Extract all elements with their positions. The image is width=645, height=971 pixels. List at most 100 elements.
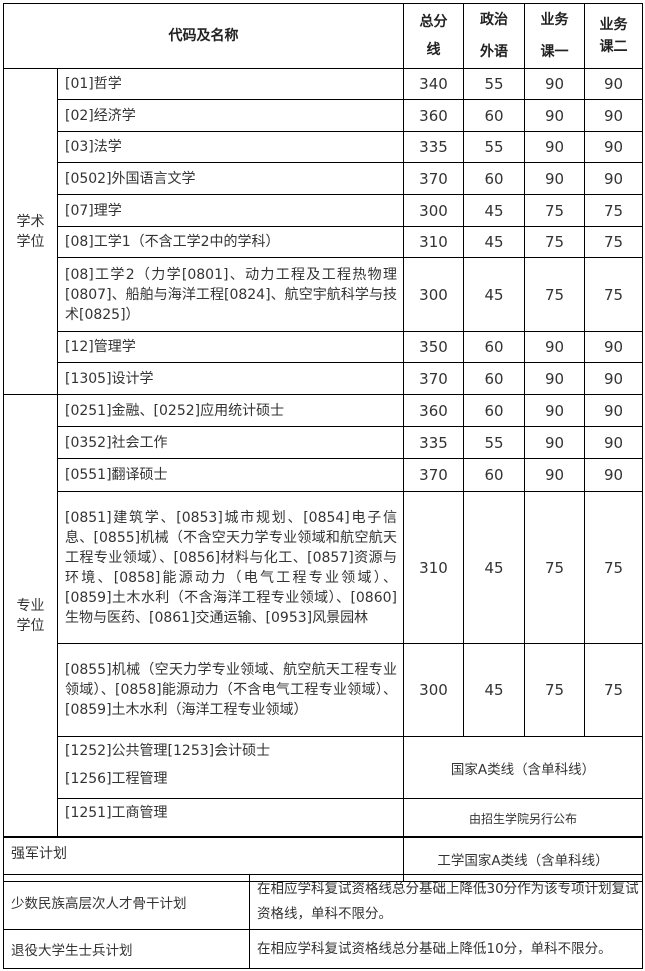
table-row: [07]理学 300 45 75 75	[4, 194, 643, 227]
table-row: [03]法学 335 55 90 90	[4, 131, 643, 163]
score-course1: 90	[524, 68, 585, 100]
score-total: 310	[403, 226, 464, 258]
program-name: [0855]机械（空天力学专业领域、航空航天工程专业领域）、[0858]能源动力…	[57, 643, 404, 737]
special-plans-table: 少数民族高层次人才骨干计划 在相应学科复试资格线总分基础上降低30分作为该专项计…	[3, 874, 643, 969]
table-row: [0502]外国语言文学 370 60 90 90	[4, 162, 643, 195]
program-name: [1251]工商管理	[57, 798, 404, 838]
score-total: 300	[403, 643, 464, 737]
score-course1: 90	[524, 99, 585, 132]
header-row: 代码及名称 总分线 政治外语 业务课一 业务课二	[3, 3, 643, 69]
table-row: [1305]设计学 370 60 90 90	[4, 362, 643, 395]
program-name: [08]工学1（不含工学2中的学科）	[57, 226, 404, 258]
score-politics: 55	[463, 68, 525, 100]
score-total: 370	[403, 458, 464, 492]
table-row: 专业学位 [0251]金融、[0252]应用统计硕士 360 60 90 90	[3, 394, 643, 838]
program-name-line: [1256]工程管理	[65, 771, 168, 787]
score-total: 335	[403, 131, 464, 163]
score-politics: 60	[463, 162, 525, 195]
table-row: [1251]工商管理 由招生学院另行公布	[4, 798, 643, 838]
score-course2: 90	[584, 458, 643, 492]
program-name: [0502]外国语言文学	[57, 162, 404, 195]
table-row: [0851]建筑学、[0853]城市规划、[0854]电子信息、[0855]机械…	[4, 491, 643, 644]
program-name: [03]法学	[57, 131, 404, 163]
score-course2: 90	[584, 131, 643, 163]
program-name: [07]理学	[57, 194, 404, 227]
score-course2: 75	[584, 643, 643, 737]
program-name: [1305]设计学	[57, 362, 404, 395]
category-cell: 专业学位	[3, 394, 58, 838]
score-course2: 90	[584, 394, 643, 427]
score-course2: 75	[584, 226, 643, 258]
score-politics: 60	[463, 458, 525, 492]
score-course1: 75	[524, 643, 585, 737]
score-course1: 90	[524, 394, 585, 427]
table-row: [08]工学2（力学[0801]、动力工程及工程热物理[0807]、船舶与海洋工…	[4, 257, 643, 332]
program-name: [0251]金融、[0252]应用统计硕士	[57, 394, 404, 427]
header-course2: 业务课二	[584, 3, 643, 69]
category-cell: 学术学位	[3, 68, 58, 395]
score-total: 300	[403, 194, 464, 227]
header-total: 总分线	[403, 3, 464, 69]
score-course2: 90	[584, 362, 643, 395]
score-course2: 75	[584, 257, 643, 332]
score-politics: 60	[463, 99, 525, 132]
score-politics: 60	[463, 362, 525, 395]
program-name-line: [1252]公共管理[1253]会计硕士	[65, 743, 271, 759]
score-politics: 60	[463, 331, 525, 363]
minority-plan-label: 少数民族高层次人才骨干计划	[3, 874, 250, 930]
header-politics: 政治外语	[463, 3, 525, 69]
score-course2: 75	[584, 194, 643, 227]
table-row: [12]管理学 350 60 90 90	[4, 331, 643, 363]
score-total: 340	[403, 68, 464, 100]
score-total: 350	[403, 331, 464, 363]
score-course1: 75	[524, 194, 585, 227]
score-politics: 60	[463, 394, 525, 427]
score-course2: 90	[584, 162, 643, 195]
score-total: 310	[403, 491, 464, 644]
score-table: 代码及名称 总分线 政治外语 业务课一 业务课二 学术学位 [01]哲学 340 55…	[3, 3, 643, 838]
score-course1: 90	[524, 426, 585, 459]
score-course1: 75	[524, 226, 585, 258]
veteran-plan-value: 在相应学科复试资格线总分基础上降低10分，单科不限分。	[249, 929, 643, 969]
score-course1: 90	[524, 331, 585, 363]
minority-plan-row: 少数民族高层次人才骨干计划 在相应学科复试资格线总分基础上降低30分作为该专项计…	[3, 874, 643, 930]
table-row: 学术学位 [01]哲学 340 55 90 90	[3, 68, 643, 395]
score-course1: 75	[524, 491, 585, 644]
table-row: [0352]社会工作 335 55 90 90	[4, 426, 643, 459]
score-course2: 90	[584, 68, 643, 100]
score-course1: 90	[524, 458, 585, 492]
score-politics: 55	[463, 426, 525, 459]
score-total: 370	[403, 362, 464, 395]
score-total: 370	[403, 162, 464, 195]
score-course1: 90	[524, 162, 585, 195]
header-name: 代码及名称	[3, 3, 404, 69]
score-politics: 45	[463, 643, 525, 737]
score-note: 国家A类线（含单科线）	[403, 736, 643, 799]
score-course2: 75	[584, 491, 643, 644]
program-name: [1252]公共管理[1253]会计硕士 [1256]工程管理	[57, 736, 404, 799]
program-name: [12]管理学	[57, 331, 404, 363]
score-course1: 75	[524, 257, 585, 332]
score-politics: 55	[463, 131, 525, 163]
score-course2: 90	[584, 99, 643, 132]
score-politics: 45	[463, 491, 525, 644]
program-name: [01]哲学	[57, 68, 404, 100]
header-course1: 业务课一	[524, 3, 585, 69]
table-row: [1252]公共管理[1253]会计硕士 [1256]工程管理 国家A类线（含单科线…	[4, 736, 643, 799]
veteran-plan-label: 退役大学生士兵计划	[3, 929, 250, 969]
minority-plan-value: 在相应学科复试资格线总分基础上降低30分作为该专项计划复试资格线，单科不限分。	[249, 874, 643, 930]
score-course2: 90	[584, 331, 643, 363]
score-politics: 45	[463, 257, 525, 332]
score-total: 360	[403, 99, 464, 132]
score-politics: 45	[463, 194, 525, 227]
program-name: [08]工学2（力学[0801]、动力工程及工程热物理[0807]、船舶与海洋工…	[57, 257, 404, 332]
score-note: 由招生学院另行公布	[403, 798, 643, 838]
score-course2: 90	[584, 426, 643, 459]
score-course1: 90	[524, 131, 585, 163]
program-name: [0551]翻译硕士	[57, 458, 404, 492]
program-name: [0352]社会工作	[57, 426, 404, 459]
veteran-plan-row: 退役大学生士兵计划 在相应学科复试资格线总分基础上降低10分，单科不限分。	[3, 929, 643, 969]
score-total: 300	[403, 257, 464, 332]
table-row: [0551]翻译硕士 370 60 90 90	[4, 458, 643, 492]
table-row: [0855]机械（空天力学专业领域、航空航天工程专业领域）、[0858]能源动力…	[4, 643, 643, 737]
